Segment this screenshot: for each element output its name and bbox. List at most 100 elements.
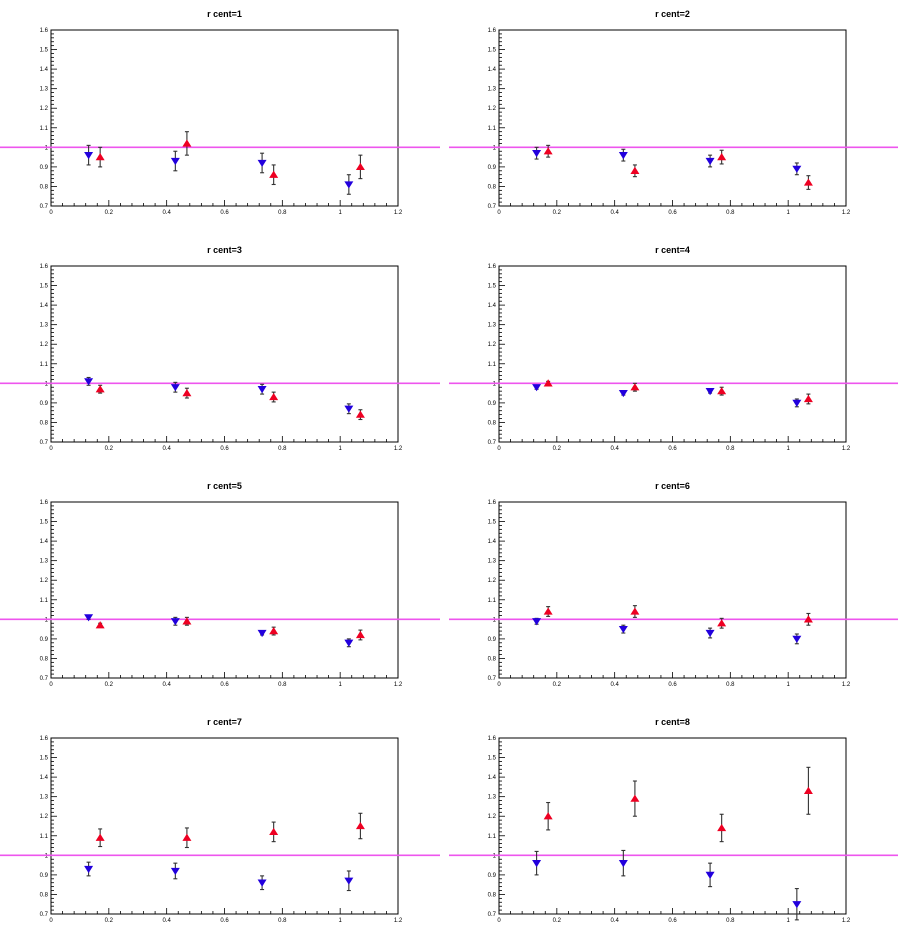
data-point-up-triangle [630,166,640,174]
data-point-up-triangle [543,147,553,155]
y-tick-label: 1.6 [40,264,49,270]
x-tick-label: 1 [786,918,790,924]
y-tick-label: 0.8 [488,184,497,190]
data-point-down-triangle [257,159,267,168]
data-point-down-triangle [532,860,542,868]
plot-frame [498,265,847,443]
y-tick-label: 1.5 [40,284,49,290]
data-point-down-triangle [618,860,628,868]
data-point-down-triangle [792,635,802,643]
y-tick-label: 0.9 [40,401,49,407]
y-tick-label: 0.7 [40,676,49,682]
y-tick-label: 1.5 [488,520,497,526]
data-point-up-triangle [95,833,105,841]
y-tick-label: 1.3 [40,795,49,801]
data-point-down-triangle [532,618,542,626]
data-point-down-triangle [792,399,802,407]
chart-title: r cent=3 [207,245,242,255]
x-tick-label: 0.6 [668,210,677,216]
y-tick-label: 1.5 [488,48,497,54]
data-point-up-triangle [543,812,553,820]
data-point-down-triangle [257,629,267,638]
y-tick-label: 1.3 [488,323,497,329]
y-tick-label: 0.7 [40,440,49,446]
x-tick-label: 0.8 [726,210,735,216]
y-tick-label: 1 [493,145,497,151]
chart-panel-7: r cent=7 0.7 0.8 0.9 1 1.1 1.2 1.3 1.4 1.5 1.6 0 0.2… [0,717,440,924]
plot-frame [498,29,847,207]
data-point-down-triangle [170,618,180,626]
y-tick-label: 1.4 [40,539,49,545]
chart-title: r cent=4 [655,245,690,255]
y-tick-label: 0.7 [40,204,49,210]
y-tick-label: 0.8 [40,892,49,898]
x-tick-label: 1.2 [842,918,851,924]
plot-frame [50,737,399,915]
data-point-up-triangle [355,630,365,639]
x-tick-label: 0.4 [610,446,619,452]
data-point-down-triangle [705,629,715,638]
data-point-down-triangle [344,877,354,885]
x-tick-label: 1.2 [842,210,851,216]
data-point-up-triangle [717,619,727,627]
x-tick-label: 0.6 [668,446,677,452]
x-tick-label: 0.4 [610,918,619,924]
x-tick-label: 1.2 [842,682,851,688]
x-tick-label: 0.8 [278,918,287,924]
data-point-down-triangle [170,867,180,876]
data-point-up-triangle [803,615,813,623]
data-point-up-triangle [95,153,105,161]
x-tick-label: 0 [49,446,53,452]
x-tick-label: 1 [338,210,342,216]
data-point-up-triangle [803,178,813,186]
data-point-down-triangle [792,165,802,173]
data-point-down-triangle [84,152,94,160]
y-tick-label: 0.8 [488,420,497,426]
chart-panel-1: r cent=1 0.7 0.8 0.9 1 1.1 1.2 1.3 1.4 1.5 1.6 0 0.2… [0,9,440,216]
y-tick-label: 1.1 [488,834,497,840]
x-tick-label: 0.4 [162,918,171,924]
x-tick-label: 1.2 [394,210,403,216]
y-tick-label: 1.6 [40,28,49,34]
x-tick-label: 0.6 [668,682,677,688]
y-tick-label: 0.7 [488,912,497,918]
chart-panel-2: r cent=2 0.7 0.8 0.9 1 1.1 1.2 1.3 1.4 1.5 1.6 0 0.2… [449,9,898,216]
data-point-down-triangle [705,871,715,879]
data-point-up-triangle [182,833,192,841]
y-tick-label: 1.2 [40,578,49,584]
chart-title: r cent=6 [655,481,690,491]
data-point-up-triangle [95,385,105,393]
chart-title: r cent=2 [655,9,690,19]
x-tick-label: 0.6 [220,682,229,688]
y-tick-label: 1.4 [40,67,49,73]
data-point-down-triangle [618,389,628,398]
data-point-down-triangle [532,384,542,392]
data-point-down-triangle [618,152,628,160]
y-tick-label: 0.7 [488,676,497,682]
y-tick-label: 0.7 [488,440,497,446]
x-tick-label: 1 [786,210,790,216]
y-tick-label: 0.8 [40,656,49,662]
x-tick-label: 1 [338,682,342,688]
y-tick-label: 1.4 [488,303,497,309]
x-tick-label: 0.6 [220,210,229,216]
y-tick-label: 1.4 [488,775,497,781]
data-point-down-triangle [792,901,802,909]
data-point-down-triangle [170,157,180,166]
y-tick-label: 0.7 [488,204,497,210]
x-tick-label: 1.2 [394,918,403,924]
y-tick-label: 1.3 [488,87,497,93]
y-tick-label: 1 [45,145,49,151]
x-tick-label: 0.2 [105,446,114,452]
y-tick-label: 1 [493,617,497,623]
plot-frame [498,737,847,915]
x-tick-label: 0.6 [220,446,229,452]
x-tick-label: 0.2 [553,682,562,688]
y-tick-label: 1.1 [488,362,497,368]
data-point-down-triangle [84,865,94,874]
plot-frame [50,501,399,679]
y-tick-label: 1.2 [488,106,497,112]
data-point-up-triangle [630,383,640,391]
x-tick-label: 0.2 [105,918,114,924]
data-point-up-triangle [269,627,279,635]
